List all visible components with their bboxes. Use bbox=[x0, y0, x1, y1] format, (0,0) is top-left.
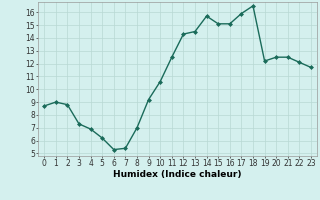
X-axis label: Humidex (Indice chaleur): Humidex (Indice chaleur) bbox=[113, 170, 242, 179]
